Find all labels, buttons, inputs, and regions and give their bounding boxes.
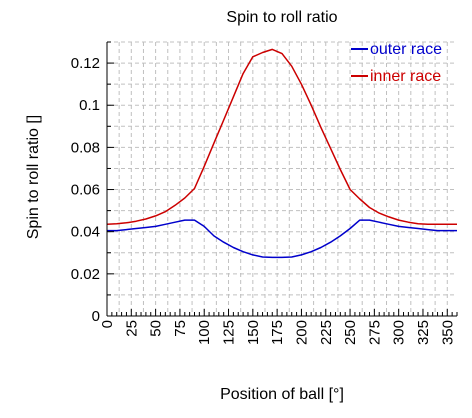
x-tick-label: 175 <box>269 320 286 345</box>
legend: outer race inner race <box>351 41 442 85</box>
y-tick-label: 0.06 <box>71 182 100 199</box>
series-group <box>106 48 457 259</box>
x-tick-label: 100 <box>196 320 213 345</box>
legend-label: outer race <box>370 41 442 58</box>
legend-label: inner race <box>370 68 441 85</box>
x-tick-label: 225 <box>318 320 335 345</box>
x-tick-label: 350 <box>439 320 456 345</box>
axes: 0 0.02 0.04 0.06 0.08 0.1 0.12 0 25 50 75 100 125 150… <box>71 41 458 345</box>
x-axis-label: Position of ball [°] <box>220 386 344 403</box>
y-tick-label: 0 <box>92 308 100 325</box>
x-tick-label: 275 <box>366 320 383 345</box>
x-tick-label: 325 <box>415 320 432 345</box>
x-tick-label: 25 <box>123 320 140 337</box>
y-tick-label: 0.02 <box>71 266 100 283</box>
y-tick-label: 0.1 <box>79 97 100 114</box>
x-tick-label: 125 <box>221 320 238 345</box>
x-tick-label: 50 <box>148 320 165 337</box>
y-tick-label: 0.04 <box>71 224 100 241</box>
x-tick-label: 0 <box>99 320 116 328</box>
x-tick-label: 150 <box>245 320 262 345</box>
series-line <box>106 48 457 226</box>
series-line <box>107 219 457 259</box>
y-tick-label: 0.08 <box>71 139 100 156</box>
grid <box>107 41 457 316</box>
y-tick-label: 0.12 <box>71 55 100 72</box>
y-axis-label: Spin to roll ratio [] <box>25 115 42 240</box>
x-tick-label: 300 <box>391 320 408 345</box>
x-tick-label: 250 <box>342 320 359 345</box>
chart-title: Spin to roll ratio <box>226 9 337 26</box>
x-tick-label: 75 <box>172 320 189 337</box>
x-tick-label: 200 <box>293 320 310 345</box>
